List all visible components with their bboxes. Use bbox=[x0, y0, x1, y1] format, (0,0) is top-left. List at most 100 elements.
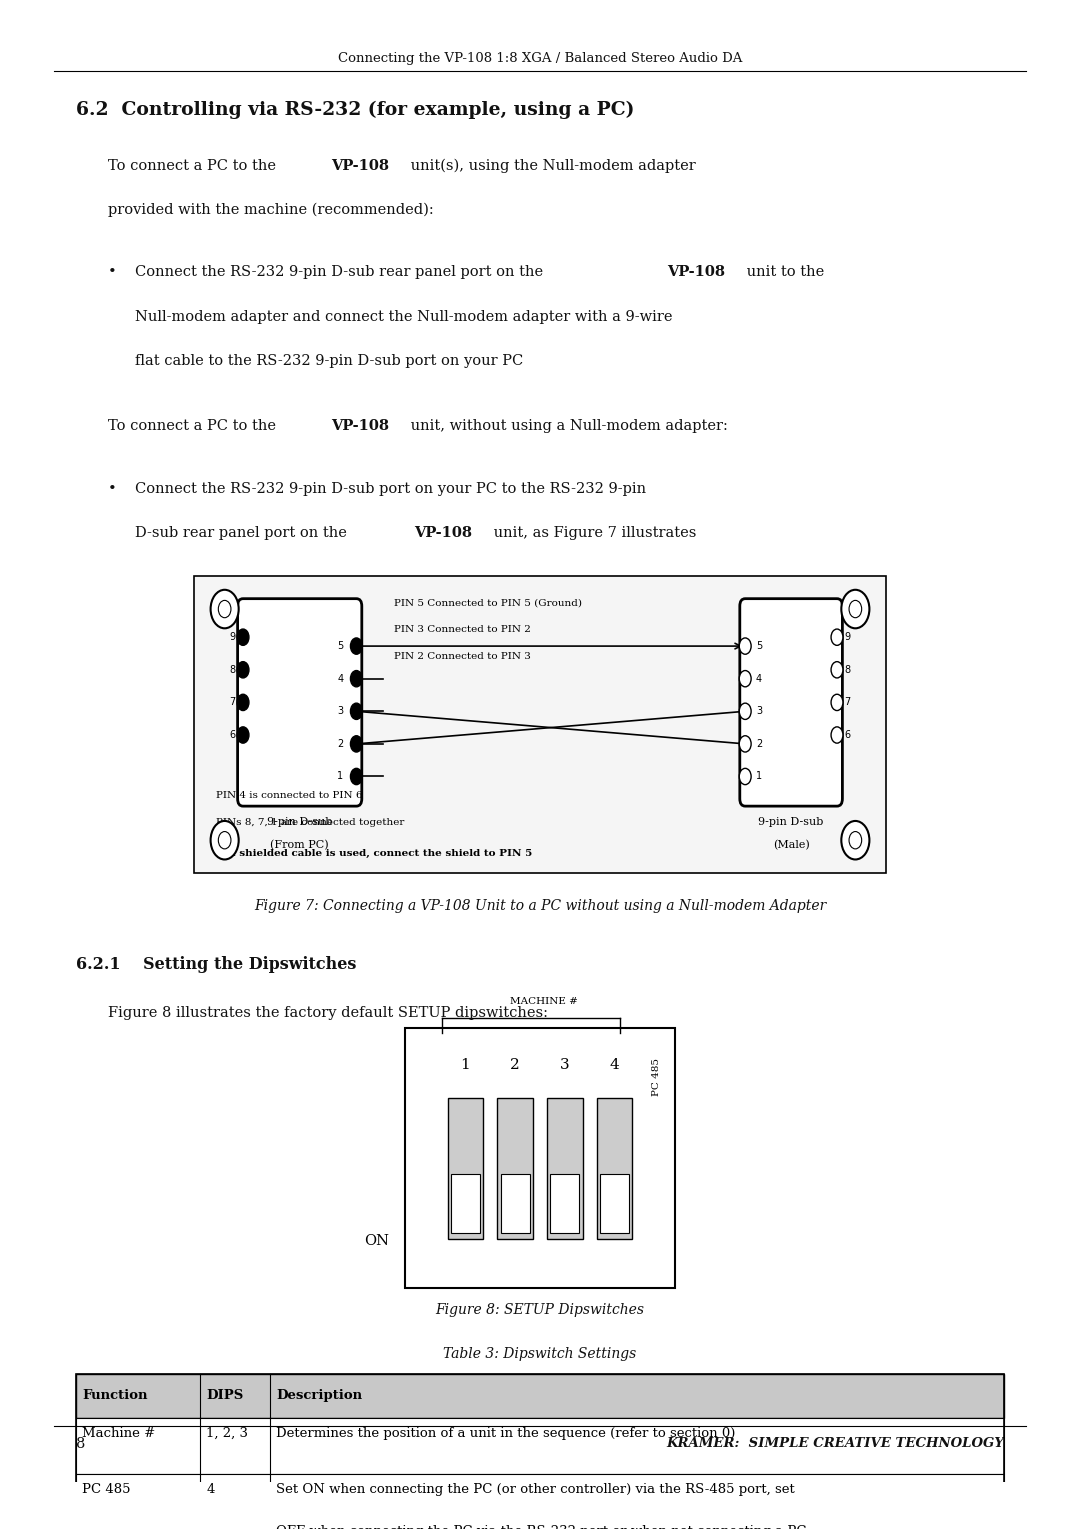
FancyBboxPatch shape bbox=[194, 576, 886, 873]
Text: 6: 6 bbox=[229, 729, 235, 740]
Text: VP-108: VP-108 bbox=[330, 159, 389, 173]
Text: 2: 2 bbox=[337, 739, 343, 749]
Text: To connect a PC to the: To connect a PC to the bbox=[108, 419, 281, 433]
Circle shape bbox=[831, 662, 842, 677]
Text: MACHINE #: MACHINE # bbox=[510, 997, 578, 1006]
Text: If a shielded cable is used, connect the shield to PIN 5: If a shielded cable is used, connect the… bbox=[216, 849, 532, 858]
FancyBboxPatch shape bbox=[740, 599, 842, 806]
Text: 1: 1 bbox=[756, 772, 762, 781]
Text: Function: Function bbox=[82, 1390, 148, 1402]
Text: 1: 1 bbox=[460, 1058, 471, 1072]
Text: unit, as Figure 7 illustrates: unit, as Figure 7 illustrates bbox=[489, 526, 697, 540]
Circle shape bbox=[218, 601, 231, 618]
Text: 4: 4 bbox=[337, 674, 343, 683]
FancyBboxPatch shape bbox=[451, 1174, 480, 1232]
Text: 9-pin D-sub: 9-pin D-sub bbox=[267, 816, 333, 827]
Text: 8: 8 bbox=[76, 1437, 85, 1451]
FancyBboxPatch shape bbox=[76, 1417, 1004, 1474]
Text: PIN 5 Connected to PIN 5 (Ground): PIN 5 Connected to PIN 5 (Ground) bbox=[394, 599, 582, 607]
Circle shape bbox=[849, 832, 862, 849]
Circle shape bbox=[739, 769, 752, 784]
FancyBboxPatch shape bbox=[238, 599, 362, 806]
Text: 4: 4 bbox=[609, 1058, 620, 1072]
Text: 2: 2 bbox=[510, 1058, 521, 1072]
Text: VP-108: VP-108 bbox=[667, 265, 726, 280]
FancyBboxPatch shape bbox=[405, 1029, 675, 1287]
Text: unit to the: unit to the bbox=[742, 265, 825, 280]
Text: 3: 3 bbox=[756, 706, 762, 716]
Text: 9: 9 bbox=[229, 631, 235, 642]
FancyBboxPatch shape bbox=[597, 1098, 633, 1238]
FancyBboxPatch shape bbox=[497, 1098, 532, 1238]
Text: To connect a PC to the: To connect a PC to the bbox=[108, 159, 281, 173]
Text: PIN 4 is connected to PIN 6: PIN 4 is connected to PIN 6 bbox=[216, 792, 363, 800]
Circle shape bbox=[841, 590, 869, 628]
Circle shape bbox=[211, 590, 239, 628]
FancyBboxPatch shape bbox=[76, 1373, 1004, 1417]
Circle shape bbox=[831, 694, 842, 711]
Circle shape bbox=[218, 832, 231, 849]
Text: unit, without using a Null-modem adapter:: unit, without using a Null-modem adapter… bbox=[406, 419, 728, 433]
Text: Table 3: Dipswitch Settings: Table 3: Dipswitch Settings bbox=[444, 1347, 636, 1361]
Text: 3: 3 bbox=[337, 706, 343, 716]
Text: PINs 8, 7, 1 are connected together: PINs 8, 7, 1 are connected together bbox=[216, 818, 404, 827]
Text: Machine #: Machine # bbox=[82, 1427, 156, 1440]
FancyBboxPatch shape bbox=[551, 1174, 579, 1232]
Circle shape bbox=[849, 601, 862, 618]
Text: 8: 8 bbox=[845, 665, 851, 674]
Circle shape bbox=[739, 638, 752, 654]
Text: 8: 8 bbox=[229, 665, 235, 674]
Text: (From PC): (From PC) bbox=[270, 841, 329, 850]
Text: 2: 2 bbox=[756, 739, 762, 749]
Text: Figure 8 illustrates the factory default SETUP dipswitches:: Figure 8 illustrates the factory default… bbox=[108, 1006, 548, 1020]
Text: VP-108: VP-108 bbox=[415, 526, 472, 540]
Text: D-sub rear panel port on the: D-sub rear panel port on the bbox=[135, 526, 351, 540]
Circle shape bbox=[237, 726, 248, 743]
Text: 5: 5 bbox=[756, 641, 762, 651]
Text: Figure 7: Connecting a VP-108 Unit to a PC without using a Null-modem Adapter: Figure 7: Connecting a VP-108 Unit to a … bbox=[254, 899, 826, 913]
Text: 6.2  Controlling via RS-232 (for example, using a PC): 6.2 Controlling via RS-232 (for example,… bbox=[76, 101, 634, 119]
Circle shape bbox=[350, 638, 362, 654]
Circle shape bbox=[237, 662, 248, 677]
Text: •: • bbox=[108, 482, 117, 495]
Circle shape bbox=[211, 821, 239, 859]
Circle shape bbox=[350, 671, 362, 687]
Text: Connecting the VP-108 1:8 XGA / Balanced Stereo Audio DA: Connecting the VP-108 1:8 XGA / Balanced… bbox=[338, 52, 742, 64]
Text: 1: 1 bbox=[337, 772, 343, 781]
Text: PIN 3 Connected to PIN 2: PIN 3 Connected to PIN 2 bbox=[394, 625, 531, 635]
Circle shape bbox=[350, 769, 362, 784]
Text: 9: 9 bbox=[845, 631, 851, 642]
Text: OFF when connecting the PC via the RS-232 port or when not connecting a PC: OFF when connecting the PC via the RS-23… bbox=[276, 1524, 807, 1529]
FancyBboxPatch shape bbox=[600, 1174, 629, 1232]
Text: PC 485: PC 485 bbox=[652, 1058, 661, 1096]
Text: Set ON when connecting the PC (or other controller) via the RS-485 port, set: Set ON when connecting the PC (or other … bbox=[276, 1483, 795, 1497]
Text: PC 485: PC 485 bbox=[82, 1483, 131, 1497]
Text: Null-modem adapter and connect the Null-modem adapter with a 9-wire: Null-modem adapter and connect the Null-… bbox=[135, 310, 673, 324]
Text: Connect the RS-232 9-pin D-sub rear panel port on the: Connect the RS-232 9-pin D-sub rear pane… bbox=[135, 265, 548, 280]
Text: 4: 4 bbox=[756, 674, 762, 683]
Text: •: • bbox=[108, 265, 117, 280]
Text: Figure 8: SETUP Dipswitches: Figure 8: SETUP Dipswitches bbox=[435, 1303, 645, 1316]
FancyBboxPatch shape bbox=[76, 1474, 1004, 1529]
Text: flat cable to the RS-232 9-pin D-sub port on your PC: flat cable to the RS-232 9-pin D-sub por… bbox=[135, 355, 523, 368]
Circle shape bbox=[237, 694, 248, 711]
Circle shape bbox=[350, 735, 362, 752]
Circle shape bbox=[739, 671, 752, 687]
Text: ON: ON bbox=[364, 1234, 389, 1248]
Circle shape bbox=[350, 703, 362, 720]
Text: 7: 7 bbox=[229, 697, 235, 708]
Text: unit(s), using the Null-modem adapter: unit(s), using the Null-modem adapter bbox=[406, 159, 696, 173]
FancyBboxPatch shape bbox=[546, 1098, 583, 1238]
Text: 4: 4 bbox=[206, 1483, 215, 1497]
FancyBboxPatch shape bbox=[501, 1174, 530, 1232]
Circle shape bbox=[739, 703, 752, 720]
Circle shape bbox=[831, 726, 842, 743]
Circle shape bbox=[831, 628, 842, 645]
Text: provided with the machine (recommended):: provided with the machine (recommended): bbox=[108, 203, 434, 217]
Text: (Male): (Male) bbox=[772, 841, 810, 850]
Circle shape bbox=[841, 821, 869, 859]
Text: Determines the position of a unit in the sequence (refer to section 0): Determines the position of a unit in the… bbox=[276, 1427, 735, 1440]
Text: 5: 5 bbox=[337, 641, 343, 651]
Text: Description: Description bbox=[276, 1390, 363, 1402]
Text: 1, 2, 3: 1, 2, 3 bbox=[206, 1427, 248, 1440]
